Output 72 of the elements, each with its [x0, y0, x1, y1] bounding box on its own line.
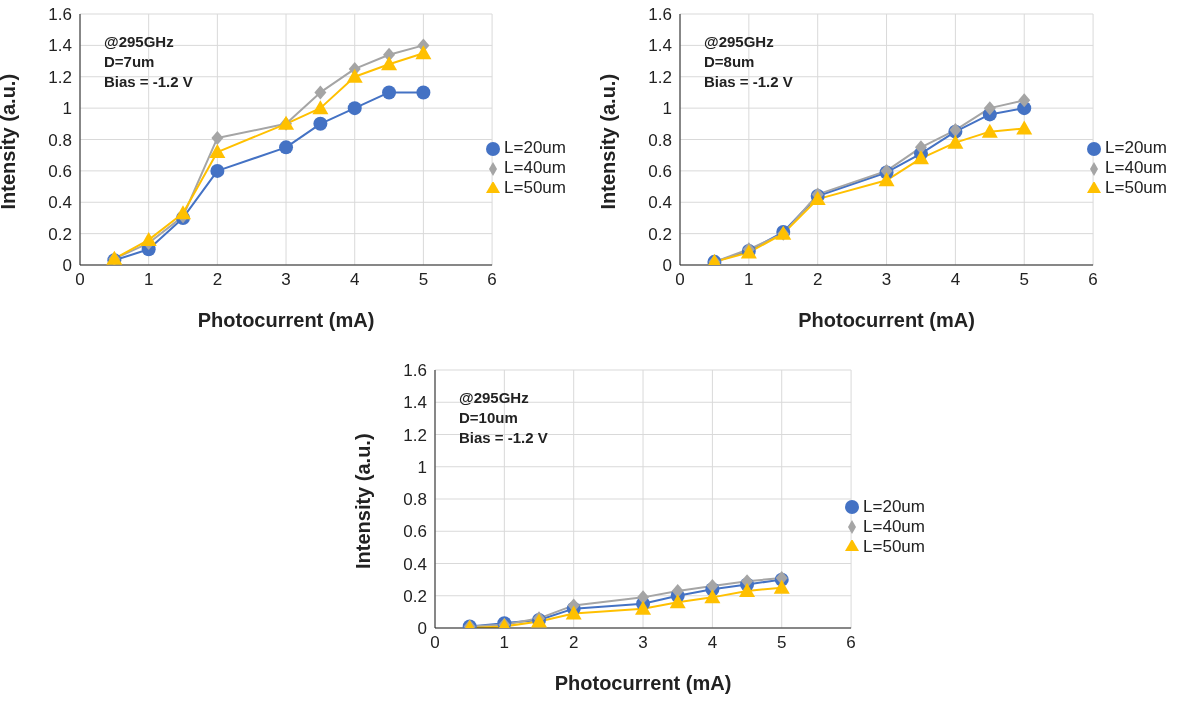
- x-tick-label: 2: [812, 270, 823, 290]
- legend-label: L=40um: [1105, 158, 1167, 177]
- x-tick-label: 2: [212, 270, 223, 290]
- y-tick-label: 0.4: [403, 554, 427, 574]
- x-tick-label: 5: [777, 633, 787, 653]
- y-tick-label: 1.2: [648, 67, 672, 87]
- y-tick-label: 1.4: [48, 36, 72, 56]
- y-tick-label: 0: [662, 256, 672, 276]
- y-tick-label: 1.2: [403, 425, 427, 445]
- y-axis-title: Intensity (a.u.): [352, 433, 375, 569]
- x-tick-label: 4: [707, 633, 718, 653]
- legend-label: L=20um: [863, 496, 925, 516]
- y-tick-label: 1.2: [48, 67, 72, 87]
- annotation: @295GHz: [104, 32, 175, 52]
- x-tick-label: 4: [349, 270, 360, 290]
- x-tick-label: 0: [430, 633, 440, 653]
- x-tick-label: 5: [1019, 270, 1029, 290]
- x-axis-title: Photocurrent (mA): [798, 309, 975, 331]
- legend-label: L=50um: [504, 178, 566, 197]
- legend-label: L=20um: [1105, 138, 1167, 157]
- legend-label: L=50um: [1105, 178, 1167, 197]
- annotation: D=7um: [104, 52, 156, 72]
- x-tick-label: 3: [638, 633, 648, 653]
- y-tick-label: 0.8: [48, 130, 72, 150]
- y-tick-label: 0.6: [648, 161, 672, 181]
- annotation: Bias = -1.2 V: [104, 72, 193, 92]
- y-tick-label: 0: [62, 256, 72, 276]
- legend-label: L=40um: [863, 516, 925, 536]
- x-tick-label: 2: [568, 633, 579, 653]
- y-tick-label: 1: [62, 99, 72, 119]
- y-tick-label: 1.4: [403, 393, 427, 413]
- annotation: @295GHz: [459, 388, 530, 408]
- y-tick-label: 1: [417, 457, 427, 477]
- x-tick-label: 6: [1088, 270, 1098, 290]
- x-tick-label: 1: [143, 270, 154, 290]
- x-tick-label: 4: [950, 270, 961, 290]
- x-axis-title: Photocurrent (mA): [197, 309, 375, 331]
- y-axis-title: Intensity (a.u.): [0, 73, 20, 210]
- x-axis-title: Photocurrent (mA): [554, 672, 732, 694]
- y-tick-label: 0.2: [403, 586, 427, 606]
- legend-label: L=40um: [504, 158, 566, 177]
- annotation: Bias = -1.2 V: [459, 428, 548, 448]
- x-tick-label: 6: [846, 633, 856, 653]
- legend-label: L=50um: [863, 536, 925, 556]
- annotation: D=10um: [459, 408, 519, 428]
- x-tick-label: 3: [281, 270, 291, 290]
- y-tick-label: 1.6: [648, 5, 672, 25]
- y-tick-label: 0.4: [48, 193, 72, 213]
- legend-label: L=20um: [504, 138, 566, 157]
- y-tick-label: 1.6: [48, 5, 72, 25]
- y-tick-label: 0.8: [403, 490, 427, 510]
- y-tick-label: 1: [662, 99, 672, 119]
- y-tick-label: 1.6: [403, 361, 427, 381]
- y-tick-label: 0.2: [48, 224, 72, 244]
- annotation: D=8um: [704, 52, 756, 72]
- annotation: @295GHz: [704, 32, 775, 52]
- x-tick-label: 6: [487, 270, 497, 290]
- x-tick-label: 1: [499, 633, 510, 653]
- x-tick-label: 0: [675, 270, 685, 290]
- y-tick-label: 0.2: [648, 224, 672, 244]
- x-tick-label: 0: [75, 270, 85, 290]
- y-tick-label: 0: [417, 619, 427, 639]
- x-tick-label: 1: [744, 270, 754, 290]
- annotation: Bias = -1.2 V: [704, 72, 793, 92]
- x-tick-label: 3: [881, 270, 892, 290]
- y-axis-title: Intensity (a.u.): [597, 73, 620, 210]
- y-tick-label: 0.8: [648, 130, 672, 150]
- y-tick-label: 0.6: [48, 161, 72, 181]
- y-tick-label: 1.4: [648, 36, 672, 56]
- y-tick-label: 0.4: [648, 193, 672, 213]
- y-tick-label: 0.6: [403, 522, 427, 542]
- x-tick-label: 5: [418, 270, 429, 290]
